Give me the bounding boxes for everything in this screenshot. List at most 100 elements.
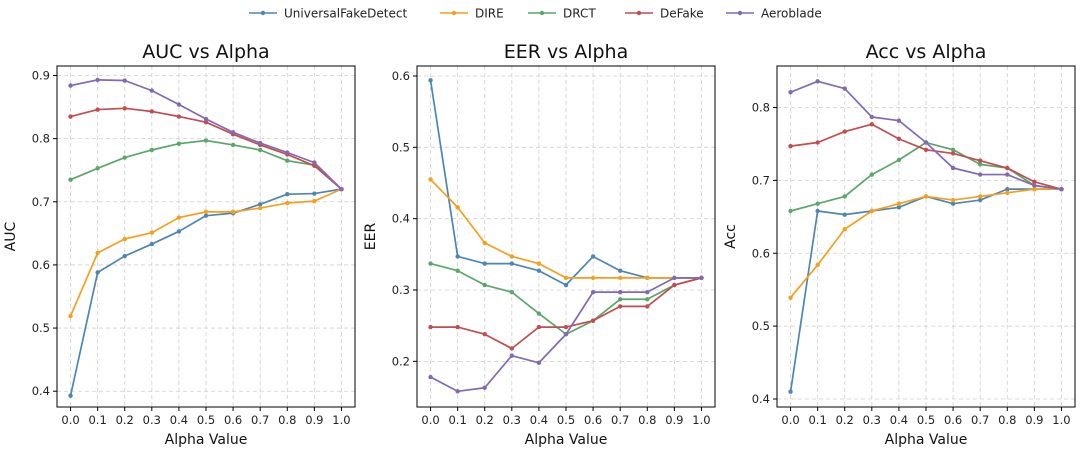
data-point	[842, 227, 847, 232]
data-point	[428, 78, 433, 83]
y-tick-label: 0.5	[32, 321, 50, 335]
data-point	[203, 120, 209, 125]
data-point	[590, 289, 596, 295]
data-point	[536, 261, 542, 266]
x-tick-label: 0.7	[611, 413, 629, 427]
x-tick-label: 0.1	[808, 413, 826, 427]
data-point	[536, 360, 542, 365]
data-point	[563, 324, 569, 330]
x-tick-label: 0.0	[781, 413, 799, 427]
data-point	[176, 102, 182, 107]
data-point	[950, 165, 956, 171]
series-universalfakedetect	[68, 186, 344, 398]
legend-item-universalfakedetect: UniversalFakeDetect	[249, 7, 407, 21]
data-point	[285, 158, 290, 163]
data-point	[257, 140, 263, 146]
data-point	[869, 172, 875, 177]
data-point	[645, 297, 650, 302]
legend-label: UniversalFakeDetect	[284, 7, 407, 21]
data-point	[203, 116, 209, 122]
data-point	[536, 324, 542, 330]
x-tick-label: 0.6	[224, 413, 242, 427]
x-tick-label: 0.9	[665, 413, 683, 427]
data-point	[815, 140, 820, 145]
data-point	[977, 158, 983, 163]
x-tick-label: 0.4	[530, 413, 548, 427]
y-tick-label: 0.5	[392, 140, 410, 154]
legend-label: Aeroblade	[761, 7, 822, 21]
x-tick-label: 0.7	[971, 413, 989, 427]
x-tick-label: 0.3	[143, 413, 161, 427]
data-point	[95, 107, 100, 112]
y-tick-label: 0.9	[32, 68, 50, 82]
y-tick-label: 0.6	[752, 246, 770, 260]
data-point	[149, 241, 155, 247]
data-point	[977, 162, 983, 167]
legend-marker	[737, 10, 743, 16]
data-point	[896, 205, 902, 210]
x-tick-label: 0.5	[197, 413, 215, 427]
data-point	[977, 197, 983, 203]
data-point	[428, 374, 433, 380]
data-point	[788, 143, 793, 149]
legend-item-aeroblade: Aeroblade	[726, 7, 822, 21]
series-aeroblade	[788, 79, 1064, 192]
legend-label: DeFake	[660, 7, 704, 21]
x-tick-label: 0.4	[890, 413, 908, 427]
y-axis-label: AUC	[3, 221, 19, 251]
data-point	[645, 275, 650, 281]
x-tick-label: 0.1	[448, 413, 466, 427]
data-point	[869, 122, 875, 127]
grid	[57, 66, 355, 407]
data-point	[68, 393, 73, 398]
x-tick-label: 0.2	[836, 413, 854, 427]
data-point	[176, 141, 182, 146]
legend: UniversalFakeDetect DIRE DRCT DeFake Aerobla…	[249, 7, 822, 21]
x-tick-label: 0.1	[88, 413, 106, 427]
legend-marker	[636, 10, 642, 16]
y-tick-label: 0.5	[752, 319, 770, 333]
data-point	[176, 114, 182, 119]
data-point	[977, 194, 983, 199]
data-point	[257, 202, 263, 207]
data-point	[312, 160, 317, 165]
data-point	[176, 215, 182, 220]
legend-marker	[260, 10, 266, 16]
data-point	[815, 208, 820, 214]
series-aeroblade	[68, 77, 344, 192]
data-point	[950, 201, 956, 206]
data-point	[923, 147, 929, 152]
data-point	[563, 282, 569, 288]
legend-label: DRCT	[563, 7, 596, 21]
x-tick-label: 0.6	[584, 413, 602, 427]
data-point	[923, 140, 929, 145]
data-point	[1059, 186, 1064, 192]
legend-item-dire: DIRE	[440, 7, 504, 21]
data-point	[617, 275, 623, 281]
x-tick-label: 0.0	[61, 413, 79, 427]
data-point	[617, 268, 623, 273]
data-point	[509, 346, 515, 351]
grid	[777, 66, 1075, 407]
data-point	[869, 114, 875, 120]
x-tick-label: 0.5	[557, 413, 575, 427]
x-tick-label: 1.0	[332, 413, 350, 427]
legend-label: DIRE	[475, 7, 504, 21]
data-point	[230, 209, 236, 215]
y-tick-label: 0.6	[392, 69, 410, 83]
x-tick-label: 1.0	[692, 413, 710, 427]
y-tick-label: 0.6	[32, 258, 50, 272]
x-tick-label: 0.9	[305, 413, 323, 427]
data-point	[285, 200, 290, 206]
y-tick-label: 0.8	[752, 101, 770, 115]
data-point	[428, 177, 433, 182]
data-point	[896, 201, 902, 206]
data-point	[122, 253, 127, 259]
data-point	[509, 289, 515, 295]
x-tick-label: 0.8	[278, 413, 296, 427]
data-point	[1005, 165, 1010, 171]
chart-auc: 0.0 0.1 0.2 0.3 0.4 0.5 0.6 0.7 0.8 0.9 1.0 0.4 0.5 0…	[3, 41, 356, 448]
series-aeroblade	[428, 275, 704, 394]
y-tick-label: 0.8	[32, 132, 50, 146]
x-axis-label: Alpha Value	[525, 432, 608, 448]
